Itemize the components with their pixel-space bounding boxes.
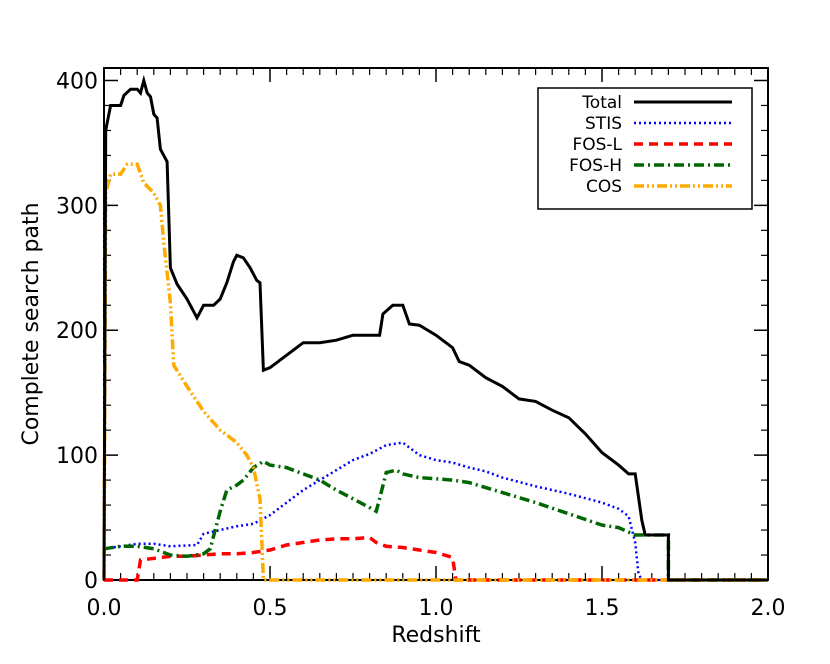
y-tick-label: 100 (56, 444, 98, 469)
x-axis-label: Redshift (391, 623, 481, 648)
legend-label-total: Total (581, 93, 622, 113)
y-tick-label: 300 (56, 194, 98, 219)
series-line-cos (102, 162, 768, 582)
x-tick-label: 1.0 (419, 596, 454, 621)
x-tick-label: 1.5 (585, 596, 620, 621)
x-tick-label: 0.0 (87, 596, 122, 621)
tick-labels: 0.0 0.5 1.0 1.5 2.0 0 100 200 300 400 (56, 69, 786, 621)
series-line-fos-h (103, 459, 768, 582)
series-layer (102, 74, 768, 582)
y-tick-label: 400 (56, 69, 98, 94)
legend-label-stis: STIS (585, 114, 622, 134)
y-tick-label: 0 (84, 569, 98, 594)
legend-label-fos-h: FOS-H (569, 156, 622, 176)
series-line-total (102, 74, 768, 582)
legend-label-cos: COS (586, 177, 622, 197)
y-axis-label: Complete search path (19, 202, 44, 445)
x-tick-label: 2.0 (751, 596, 786, 621)
x-tick-label: 0.5 (253, 596, 288, 621)
y-tick-label: 200 (56, 319, 98, 344)
legend-label-fos-l: FOS-L (572, 135, 622, 155)
legend-box (537, 87, 753, 210)
series-line-stis (103, 441, 768, 582)
